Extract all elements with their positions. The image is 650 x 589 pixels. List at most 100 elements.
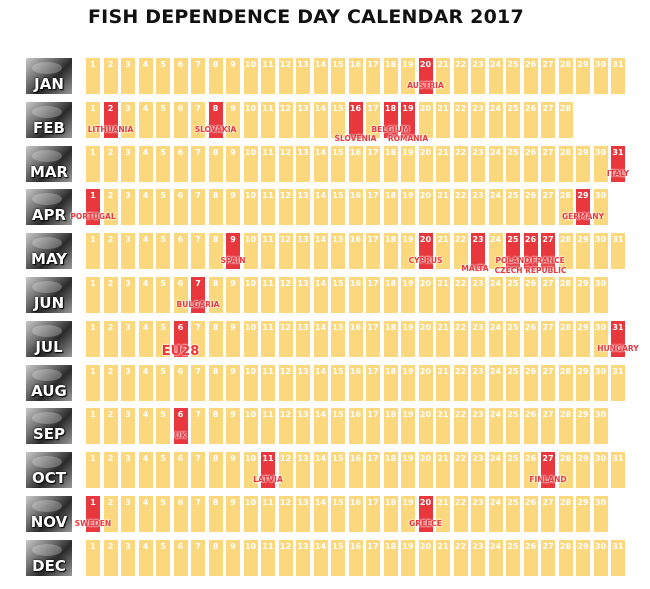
day-number: 21 bbox=[437, 235, 449, 245]
month-label: JUN bbox=[33, 294, 65, 312]
day-number: 31 bbox=[612, 235, 624, 245]
country-label: AUSTRIA bbox=[407, 81, 444, 90]
calendar-day: 7 bbox=[191, 58, 205, 94]
calendar-day: 17 bbox=[366, 452, 380, 489]
calendar-day: 12 bbox=[278, 452, 293, 489]
day-number: 14 bbox=[314, 191, 327, 201]
day-number: 29 bbox=[577, 279, 589, 288]
calendar-day: 26 bbox=[523, 101, 538, 138]
fish-dependence-day: 7 bbox=[191, 277, 205, 313]
day-number: 21 bbox=[437, 454, 449, 464]
calendar-day: 23 bbox=[471, 539, 485, 576]
calendar-day: 1 bbox=[86, 408, 100, 445]
day-number: 9 bbox=[230, 454, 236, 464]
calendar-day: 11 bbox=[261, 233, 275, 270]
month-photo: MAY bbox=[26, 233, 72, 270]
calendar-day: 7 bbox=[191, 496, 205, 532]
fish-dependence-day: 11 bbox=[261, 452, 275, 489]
month-row-mar: MAR 1 2 3 4 5 6 7 8 9 10 11 12 13 14 15 16 17 18 19 20 21 22 23… bbox=[0, 144, 650, 184]
day-number: 8 bbox=[212, 279, 219, 288]
country-label: SLOVAKIA bbox=[194, 124, 237, 134]
day-number: 28 bbox=[559, 147, 572, 157]
day-number: 13 bbox=[297, 103, 309, 113]
day-number: 27 bbox=[542, 191, 554, 201]
day-number: 1 bbox=[90, 410, 96, 420]
day-number: 2 bbox=[107, 454, 114, 464]
calendar-day: 17 bbox=[366, 189, 380, 226]
day-number: 28 bbox=[559, 541, 572, 551]
calendar-day: 4 bbox=[138, 539, 153, 576]
day-number: 24 bbox=[489, 322, 502, 332]
day-number: 9 bbox=[230, 366, 236, 376]
day-number: 16 bbox=[349, 60, 362, 69]
day-number: 27 bbox=[542, 498, 554, 507]
calendar-day: 30 bbox=[593, 408, 608, 445]
calendar-day: 27 bbox=[541, 320, 555, 357]
day-number: 10 bbox=[244, 454, 257, 464]
fish-dependence-day: 20 bbox=[418, 58, 433, 94]
day-number: 2 bbox=[107, 147, 114, 157]
month-row-jan: JAN 1 2 3 4 5 6 7 8 9 10 11 12 13 14 15 16 17 18 19 20 21 22 23… bbox=[0, 56, 650, 96]
day-number: 1 bbox=[90, 541, 96, 551]
day-number: 16 bbox=[349, 410, 362, 420]
calendar-day: 2 bbox=[103, 233, 118, 270]
calendar-day: 14 bbox=[313, 145, 328, 182]
calendar-day: 17 bbox=[366, 58, 380, 94]
calendar-day: 3 bbox=[121, 277, 135, 313]
month-photo: JAN bbox=[26, 58, 72, 94]
day-number: 16 bbox=[349, 235, 362, 245]
calendar-day: 13 bbox=[296, 145, 310, 182]
calendar-day: 30 bbox=[593, 320, 608, 357]
day-number: 14 bbox=[314, 498, 327, 507]
calendar-day: 29 bbox=[576, 408, 590, 445]
day-number: 12 bbox=[279, 322, 292, 332]
fish-dependence-day: 6 bbox=[173, 320, 188, 357]
day-number: 17 bbox=[367, 191, 379, 201]
day-number: 19 bbox=[402, 454, 414, 464]
day-number: 20 bbox=[419, 366, 432, 376]
calendar-day: 7 bbox=[191, 145, 205, 182]
calendar-day: 17 bbox=[366, 145, 380, 182]
day-number: 12 bbox=[279, 60, 292, 69]
calendar-day: 6 bbox=[173, 58, 188, 94]
calendar-day: 8 bbox=[208, 233, 223, 270]
calendar-day: 25 bbox=[506, 496, 520, 532]
calendar-day: 20 bbox=[418, 145, 433, 182]
calendar-day: 5 bbox=[156, 58, 170, 94]
calendar-day: 15 bbox=[331, 320, 345, 357]
calendar-day: 24 bbox=[488, 539, 503, 576]
month-photo: SEP bbox=[26, 408, 72, 445]
day-number: 19 bbox=[402, 60, 414, 69]
calendar-day: 16 bbox=[348, 189, 363, 226]
day-number: 28 bbox=[559, 60, 572, 69]
fish-dependence-day: 16 bbox=[348, 101, 363, 138]
calendar-day: 29 bbox=[576, 145, 590, 182]
day-number: 24 bbox=[489, 498, 502, 507]
day-number: 6 bbox=[177, 279, 184, 288]
calendar-day: 23 bbox=[471, 101, 485, 138]
day-number: 11 bbox=[262, 235, 274, 245]
calendar-day: 6 bbox=[173, 189, 188, 226]
day-number: 31 bbox=[612, 147, 624, 157]
day-number: 13 bbox=[297, 279, 309, 288]
month-photo: MAR bbox=[26, 145, 72, 182]
day-number: 29 bbox=[577, 60, 589, 69]
day-number: 20 bbox=[419, 103, 432, 113]
day-number: 27 bbox=[542, 235, 554, 245]
month-row-oct: OCT 1 2 3 4 5 6 7 8 9 10 11 12 13 14 15 16 17 18 19 20 21 22 23… bbox=[0, 450, 650, 490]
calendar-day: 16 bbox=[348, 539, 363, 576]
day-number: 22 bbox=[454, 541, 467, 551]
calendar-day: 2 bbox=[103, 452, 118, 489]
day-number: 31 bbox=[612, 366, 624, 376]
calendar-day: 19 bbox=[401, 539, 415, 576]
calendar-day: 3 bbox=[121, 496, 135, 532]
day-number: 19 bbox=[402, 541, 414, 551]
day-number: 9 bbox=[230, 191, 236, 201]
calendar-day: 11 bbox=[261, 58, 275, 94]
calendar-day: 21 bbox=[436, 145, 450, 182]
day-number: 14 bbox=[314, 454, 327, 464]
calendar-day: 23 bbox=[471, 320, 485, 357]
day-number: 24 bbox=[489, 366, 502, 376]
calendar-day: 27 bbox=[541, 496, 555, 532]
day-number: 23 bbox=[472, 103, 484, 113]
